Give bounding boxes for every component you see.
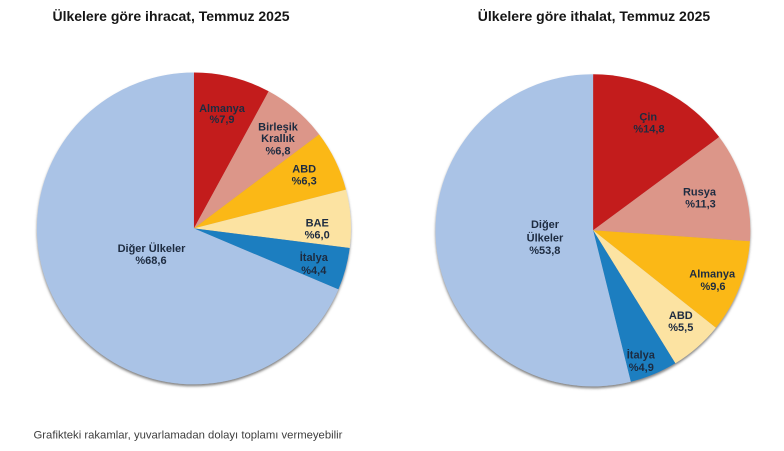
svg-text:İtalya: İtalya xyxy=(300,251,329,264)
svg-text:%4,9: %4,9 xyxy=(629,362,654,374)
svg-text:Grafikteki rakamlar, yuvarlama: Grafikteki rakamlar, yuvarlamadan dolayı… xyxy=(34,430,343,442)
svg-text:Rusya: Rusya xyxy=(683,186,717,198)
svg-text:Almanya: Almanya xyxy=(689,269,736,281)
svg-text:İtalya: İtalya xyxy=(627,348,656,361)
svg-text:Ülkeler: Ülkeler xyxy=(527,232,564,245)
svg-text:Birleşik: Birleşik xyxy=(258,122,299,134)
svg-text:%14,8: %14,8 xyxy=(633,124,664,136)
svg-text:%9,6: %9,6 xyxy=(700,281,725,293)
svg-text:BAE: BAE xyxy=(306,217,329,229)
svg-text:%5,5: %5,5 xyxy=(668,322,693,334)
svg-text:%4,4: %4,4 xyxy=(301,265,327,277)
svg-text:%6,0: %6,0 xyxy=(305,229,330,241)
svg-text:%7,9: %7,9 xyxy=(209,114,234,126)
svg-text:Almanya: Almanya xyxy=(199,103,246,115)
svg-text:%68,6: %68,6 xyxy=(135,255,166,267)
svg-text:Krallık: Krallık xyxy=(261,133,296,145)
svg-text:%53,8: %53,8 xyxy=(529,245,560,257)
svg-text:Çin: Çin xyxy=(639,111,657,123)
svg-text:%6,3: %6,3 xyxy=(292,176,317,188)
svg-text:ABD: ABD xyxy=(292,164,316,176)
svg-text:%6,8: %6,8 xyxy=(265,146,290,158)
svg-text:%11,3: %11,3 xyxy=(685,199,716,211)
svg-text:Diğer: Diğer xyxy=(531,219,560,231)
svg-text:Ülkelere göre ihracat, Temmuz: Ülkelere göre ihracat, Temmuz 2025 xyxy=(52,8,289,24)
svg-text:Diğer Ülkeler: Diğer Ülkeler xyxy=(118,242,187,255)
svg-text:Ülkelere göre ithalat, Temmuz: Ülkelere göre ithalat, Temmuz 2025 xyxy=(478,8,711,24)
svg-text:ABD: ABD xyxy=(669,310,693,322)
